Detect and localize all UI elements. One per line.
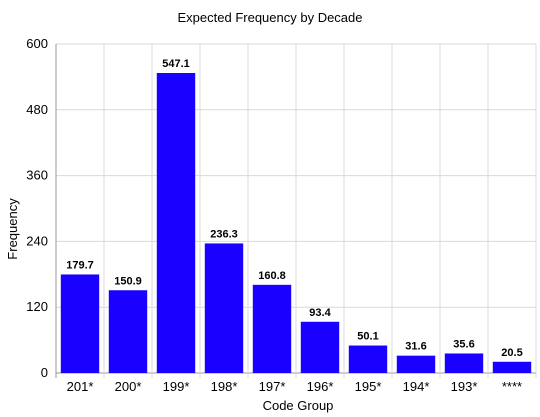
grid-layer: [55, 43, 537, 378]
y-tick-label: 480: [26, 102, 48, 117]
bar: [204, 243, 244, 373]
labels-layer: 0 120 240 360 480 600 179.7 201* 150.9 200* 547.1 1…: [26, 36, 522, 394]
x-tick-label: 197*: [259, 379, 286, 394]
y-tick-label: 0: [41, 365, 48, 380]
bars-layer: [60, 73, 532, 373]
bar-value-label: 31.6: [405, 341, 426, 353]
bar: [492, 361, 532, 373]
y-tick-label: 360: [26, 168, 48, 183]
y-tick-label: 240: [26, 233, 48, 248]
y-tick-label: 600: [26, 36, 48, 51]
bar: [60, 274, 100, 373]
bar-value-label: 35.6: [453, 338, 474, 350]
bar: [156, 73, 196, 373]
x-tick-label: 193*: [451, 379, 478, 394]
bar-value-label: 547.1: [162, 58, 190, 70]
x-tick-label: 196*: [307, 379, 334, 394]
bar-value-label: 236.3: [210, 228, 238, 240]
y-axis-label: Frequency: [5, 198, 20, 260]
bar-value-label: 50.1: [357, 331, 378, 343]
bar-value-label: 20.5: [501, 347, 522, 359]
bar: [252, 284, 292, 373]
bar: [108, 290, 148, 373]
bar-value-label: 179.7: [66, 259, 94, 271]
bar-value-label: 160.8: [258, 270, 286, 282]
x-tick-label: 194*: [403, 379, 430, 394]
x-tick-label: ****: [502, 379, 522, 394]
bar: [444, 353, 484, 373]
bar-value-label: 93.4: [309, 307, 331, 319]
x-tick-label: 200*: [115, 379, 142, 394]
bar: [396, 355, 436, 373]
y-tick-label: 120: [26, 299, 48, 314]
x-tick-label: 195*: [355, 379, 382, 394]
x-tick-label: 198*: [211, 379, 238, 394]
bar: [348, 345, 388, 373]
x-axis-label: Code Group: [263, 398, 334, 413]
x-tick-label: 199*: [163, 379, 190, 394]
x-tick-label: 201*: [67, 379, 94, 394]
bar: [300, 321, 340, 373]
bar-value-label: 150.9: [114, 275, 142, 287]
chart-title: Expected Frequency by Decade: [178, 10, 363, 25]
